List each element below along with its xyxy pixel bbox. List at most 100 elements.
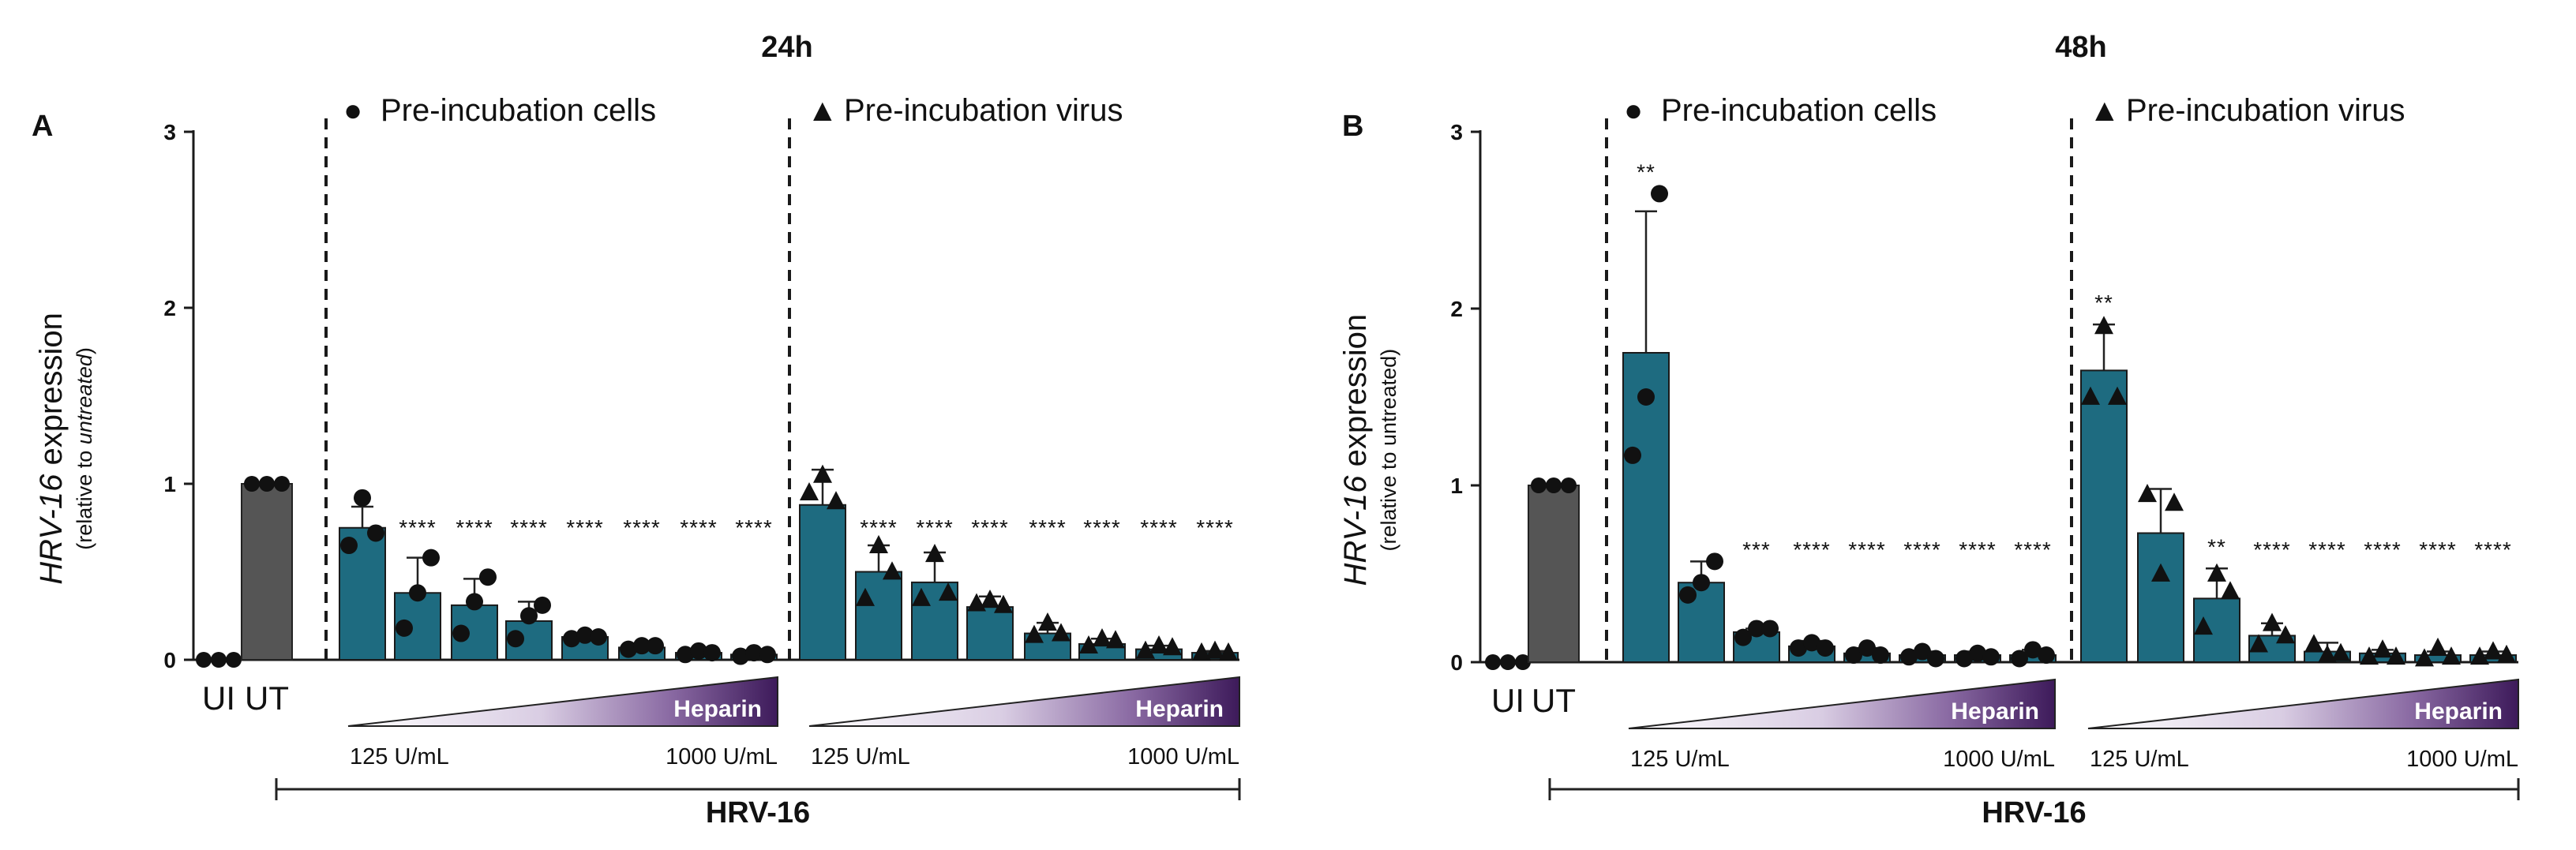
data-point (1706, 552, 1723, 571)
significance-label: **** (399, 515, 437, 540)
bar-circle-1 (1622, 352, 1670, 663)
significance-label: **** (2419, 537, 2457, 562)
data-point (1845, 646, 1862, 665)
significance-label: **** (2253, 537, 2291, 562)
data-point (690, 642, 707, 660)
data-point (2304, 634, 2323, 653)
data-point (1637, 388, 1655, 406)
y-axis-sublabel-prefix: (relative to untreated) (1377, 349, 1400, 552)
panel-a: 24h A HRV-16 expression(relative to untrea… (32, 31, 1241, 829)
data-point (1872, 646, 1889, 665)
data-point (563, 630, 580, 648)
data-point (883, 561, 902, 580)
significance-label: **** (1793, 537, 1831, 562)
data-point (1136, 640, 1155, 659)
data-point (732, 647, 749, 665)
data-point (1500, 654, 1516, 670)
panel-letter: A (32, 110, 53, 143)
data-point (1817, 639, 1834, 657)
bar-control-ut (1528, 485, 1580, 663)
data-point (2194, 616, 2213, 635)
data-point (2249, 634, 2268, 653)
heparin-high-dose: 1000 U/mL (666, 744, 778, 769)
data-point (2081, 386, 2100, 405)
data-point (1025, 624, 1044, 643)
data-point (244, 476, 260, 492)
significance-label: ** (2094, 290, 2113, 315)
data-point (2094, 316, 2113, 335)
data-point (677, 646, 694, 664)
data-point (1561, 477, 1577, 493)
significance-label: **** (916, 515, 954, 540)
data-point (1106, 630, 1125, 649)
control-label-ui: UI (202, 680, 235, 717)
data-point (2360, 646, 2379, 665)
data-point (759, 646, 776, 664)
data-point (1982, 648, 2000, 666)
data-point (1206, 640, 1224, 659)
data-point (981, 589, 999, 608)
group-label: Pre-incubation virus (2126, 93, 2405, 128)
data-point (1969, 644, 1986, 662)
significance-label: **** (2014, 537, 2052, 562)
data-point (211, 652, 227, 668)
data-point (2221, 581, 2240, 600)
y-axis-sublabel: (relative to untreated) (1377, 349, 1400, 552)
data-point (2151, 563, 2170, 582)
data-point (1485, 654, 1501, 670)
data-point (647, 637, 664, 655)
significance-label: **** (1848, 537, 1886, 562)
data-point (869, 534, 888, 553)
control-label-ut: UT (1532, 682, 1576, 719)
data-point (1163, 637, 1182, 656)
bar-triangle-2 (855, 571, 902, 661)
data-point (1693, 574, 1710, 592)
data-point (1219, 642, 1238, 661)
data-point (925, 544, 944, 563)
data-point (2138, 484, 2157, 503)
significance-label: **** (566, 515, 604, 540)
data-point (259, 476, 275, 492)
y-axis-label: HRV-16 expression (1338, 314, 1373, 586)
data-point (507, 630, 524, 648)
bar-triangle-1 (799, 504, 846, 661)
control-label-ui: UI (1491, 682, 1524, 719)
data-point (1079, 635, 1098, 654)
data-point (396, 619, 413, 637)
data-point (2263, 612, 2282, 631)
panel-title: 48h (2055, 31, 2106, 64)
significance-label: **** (971, 515, 1009, 540)
significance-label: ** (1637, 159, 1655, 184)
data-point (2484, 641, 2503, 660)
data-point (1651, 185, 1668, 203)
bar-triangle-4 (966, 606, 1014, 661)
heparin-low-dose: 125 U/mL (350, 744, 449, 769)
data-point (633, 637, 651, 655)
y-axis-label-italic: HRV-16 (1338, 475, 1373, 586)
data-point (1679, 586, 1697, 604)
y-axis-label-italic: HRV-16 (34, 474, 69, 585)
data-point (1803, 634, 1820, 652)
data-point (2497, 644, 2516, 663)
data-point (409, 584, 426, 602)
panel-letter: B (1342, 110, 1363, 143)
data-point (367, 524, 384, 542)
significance-label: **** (2308, 537, 2346, 562)
data-point (2318, 644, 2337, 663)
group-marker-glyph: ▲ (807, 93, 838, 128)
heparin-label: Heparin (2414, 698, 2503, 725)
y-axis-label-rest: expression (1338, 314, 1373, 476)
significance-label: **** (1083, 515, 1121, 540)
group-marker-glyph: ● (1624, 93, 1643, 128)
significance-label: **** (510, 515, 548, 540)
data-point (813, 464, 832, 483)
data-point (2442, 646, 2461, 665)
data-point (745, 644, 763, 662)
bar-triangle-2 (2137, 532, 2184, 663)
significance-label: **** (2364, 537, 2402, 562)
significance-label: **** (1959, 537, 1997, 562)
heparin-gradient-wedge (347, 676, 778, 727)
group-marker-glyph: ▲ (2089, 93, 2120, 128)
y-tick-label: 1 (163, 472, 176, 496)
